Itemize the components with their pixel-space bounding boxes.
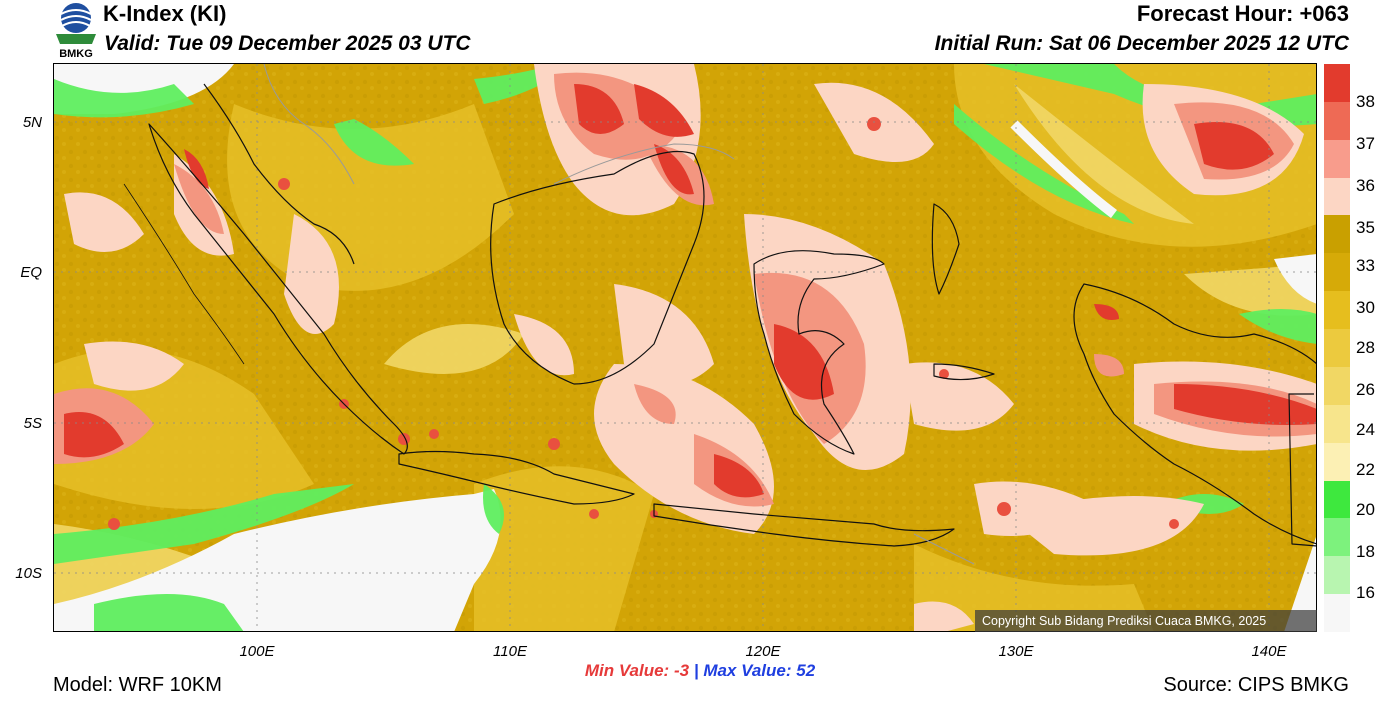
colorbar-label: 16 [1356,583,1375,602]
colorbar-label: 26 [1356,380,1375,399]
colorbar-label: 20 [1356,500,1375,519]
copyright-notice: Copyright Sub Bidang Prediksi Cuaca BMKG… [975,610,1317,632]
lon-label-120e: 120E [745,643,781,660]
colorbar-label: 37 [1356,134,1375,153]
field-white-streak [1010,120,1118,218]
k-index-map [54,64,1317,632]
colorbar-label: 36 [1356,176,1375,195]
colorbar-label: 22 [1356,460,1375,479]
colorbar-segment [1324,556,1350,595]
source-label: Source: CIPS BMKG [1163,674,1349,696]
field-red-zones [64,84,1317,498]
colorbar [1324,64,1350,633]
colorbar-segment [1324,404,1350,444]
lon-label-130e: 130E [998,643,1034,660]
logo-text: BMKG [59,48,93,60]
field-small-cells [108,117,1179,530]
lat-label-5s: 5S [23,415,42,432]
mentawai-outline [123,183,245,365]
max-label: Max Value: [703,661,792,680]
java-outline [398,450,635,505]
borneo-outline [490,151,705,385]
sulawesi-outline [753,250,885,455]
initial-run: Initial Run: Sat 06 December 2025 12 UTC [934,32,1349,55]
colorbar-label: 28 [1356,338,1375,357]
lon-label-140e: 140E [1251,643,1287,660]
nusa-tenggara-outline [653,503,955,547]
colorbar-segment [1324,291,1350,330]
halmahera-outline [931,203,960,295]
new-guinea-outline [1073,283,1317,545]
colorbar-segment [1324,329,1350,368]
colorbar-segment [1324,442,1350,482]
colorbar-segment [1324,253,1350,292]
lat-label-5n: 5N [22,114,42,131]
colorbar-segment [1324,215,1350,254]
colorbar-segment [1324,480,1350,519]
chart-title: K-Index (KI) [103,1,227,26]
model-label: Model: WRF 10KM [53,674,222,696]
borders-grey [263,64,975,565]
lat-label-eq: EQ [20,264,42,281]
max-value: 52 [796,661,816,680]
seram-outline [933,363,995,381]
colorbar-segment [1324,64,1350,103]
stats-separator: | [693,661,699,680]
lat-label-10s: 10S [15,565,42,582]
min-max-values: Min Value: -3 | Max Value: 52 [0,661,1400,681]
colorbar-label: 38 [1356,92,1375,111]
colorbar-segment [1324,139,1350,179]
lon-label-110e: 110E [493,643,527,660]
border-outline [1288,393,1317,547]
colorbar-label: 35 [1356,218,1375,237]
malay-peninsula-outline [203,83,355,265]
min-value: -3 [673,661,690,680]
colorbar-label: 24 [1356,420,1375,439]
colorbar-label: 33 [1356,256,1375,275]
min-label: Min Value: [584,661,670,680]
colorbar-segment [1324,518,1350,557]
bmkg-logo: BMKG [56,3,96,60]
sumatra-outline [148,123,408,455]
colorbar-label: 18 [1356,542,1375,561]
colorbar-segment [1324,101,1350,141]
colorbar-label: 30 [1356,298,1375,317]
colorbar-segment [1324,366,1350,406]
colorbar-segment [1324,177,1350,216]
coastlines [123,83,1317,547]
graticule [54,64,1317,632]
colorbar-segment [1324,594,1350,633]
valid-time: Valid: Tue 09 December 2025 03 UTC [104,32,471,55]
lon-label-100e: 100E [239,643,275,660]
forecast-hour: Forecast Hour: +063 [1136,1,1349,26]
